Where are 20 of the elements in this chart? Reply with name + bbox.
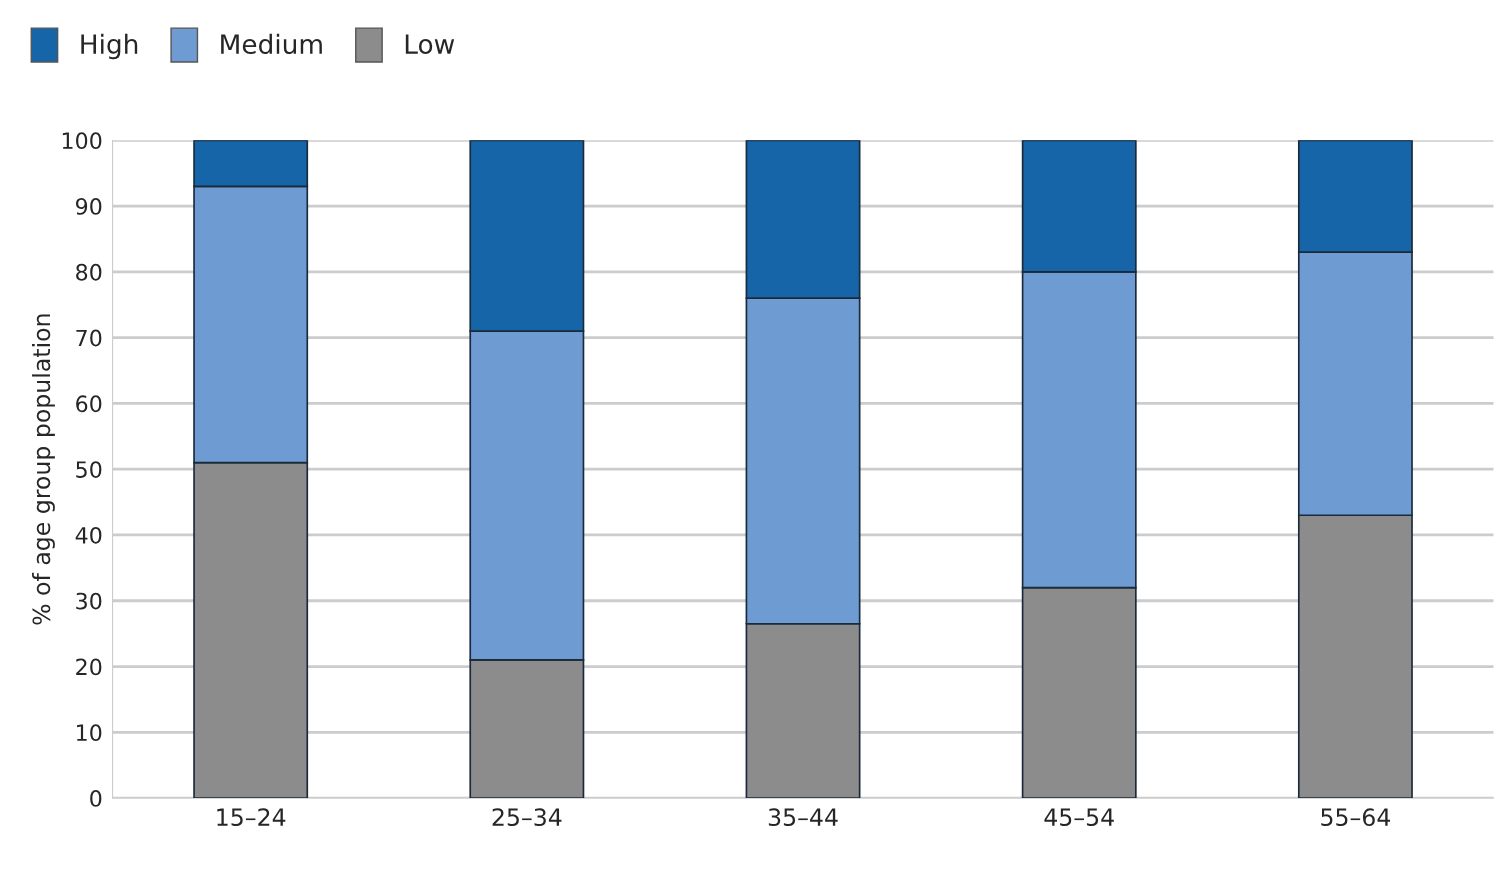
x-tick-label: 25–34 [492,808,562,827]
x-tick-label: 35–44 [768,808,838,827]
y-tick-label: 60 [76,395,102,413]
y-axis-title: % of age group population [32,314,55,625]
y-tick-label: 10 [77,724,102,742]
y-tick-label: 50 [76,461,102,478]
legend-label: Low [405,34,455,55]
y-tick-label: 40 [75,526,102,544]
legend-label: Medium [221,33,322,55]
legend-label: High [81,33,138,60]
y-tick-label: 90 [75,198,102,215]
y-tick-label: 30 [76,592,102,610]
y-tick-label: 20 [76,658,102,676]
x-tick-label: 45–54 [1044,808,1114,827]
x-tick-label: 15–24 [217,808,286,827]
y-tick-label: 80 [76,263,102,281]
y-tick-label: 70 [76,329,102,347]
y-tick-label: 0 [90,790,102,807]
x-tick-label: 55–64 [1321,808,1391,827]
y-tick-label: 100 [62,132,102,150]
